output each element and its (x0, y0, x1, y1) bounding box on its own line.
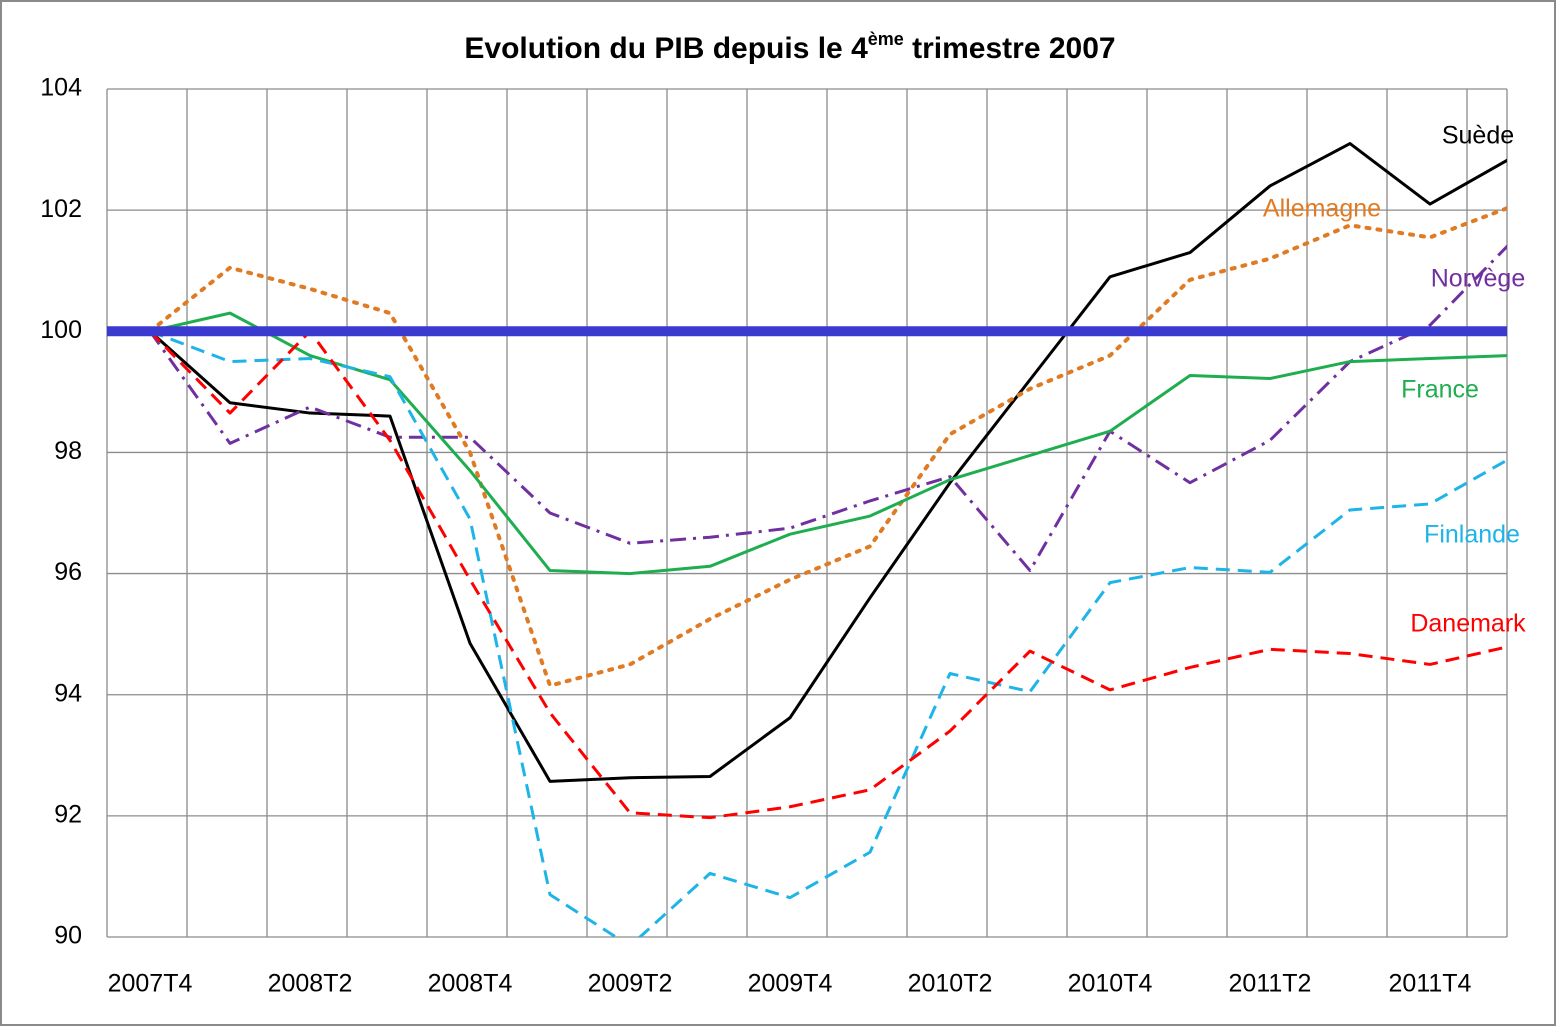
series-label: Suède (1442, 122, 1514, 150)
series-line (148, 206, 1507, 688)
x-tick-label: 2010T2 (908, 970, 993, 998)
title-superscript: ème (868, 29, 904, 49)
series-label: France (1401, 376, 1479, 404)
y-tick-label: 102 (40, 195, 82, 223)
x-tick-label: 2011T2 (1229, 970, 1312, 998)
x-tick-label: 2010T4 (1068, 970, 1153, 998)
y-tick-label: 104 (40, 74, 82, 102)
title-part: trimestre 2007 (904, 32, 1116, 65)
x-tick-label: 2011T4 (1389, 970, 1472, 998)
x-tick-label: 2009T2 (588, 970, 673, 998)
series-line (149, 329, 1507, 937)
series-label: Allemagne (1263, 195, 1381, 223)
series-label: Danemark (1410, 610, 1526, 638)
y-tick-label: 92 (54, 800, 82, 828)
series-line (149, 142, 1507, 783)
y-tick-label: 100 (40, 316, 82, 344)
y-tick-label: 96 (54, 558, 82, 586)
x-tick-label: 2009T4 (748, 970, 833, 998)
y-tick-label: 98 (54, 437, 82, 465)
series-line (148, 329, 1507, 820)
y-tick-label: 90 (54, 922, 82, 950)
chart-title: Evolution du PIB depuis le 4ème trimestr… (464, 29, 1115, 65)
x-tick-label: 2008T2 (268, 970, 353, 998)
series-label: Finlande (1424, 521, 1520, 549)
x-tick-label: 2007T4 (108, 970, 193, 998)
y-tick-label: 94 (54, 679, 82, 707)
series-label: Norvège (1431, 265, 1526, 293)
series-line (149, 311, 1507, 576)
x-tick-label: 2008T4 (428, 970, 513, 998)
title-part: Evolution du PIB depuis le 4 (464, 32, 868, 65)
